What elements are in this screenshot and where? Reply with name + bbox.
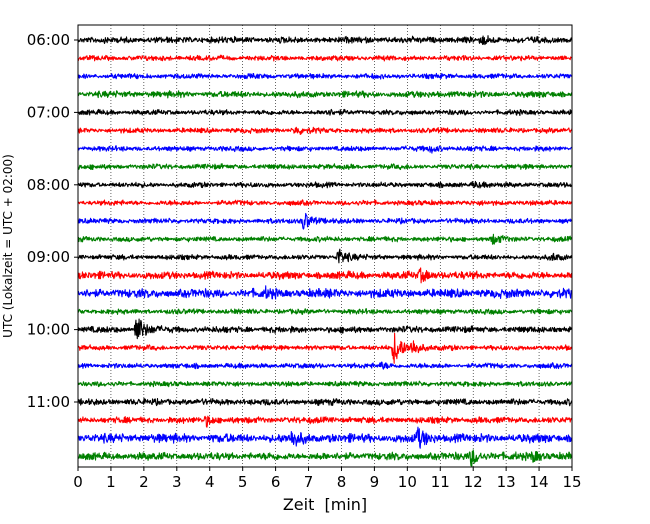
x-axis: 0 1 2 3 4 5 6 7 8 9 10 11 12 13 14 15 (73, 467, 582, 491)
x-tick-label: 1 (106, 473, 116, 491)
y-tick-label: 07:00 (27, 103, 70, 121)
x-tick-label: 14 (530, 473, 549, 491)
seismic-trace (77, 285, 573, 300)
seismic-trace (77, 35, 573, 46)
y-tick-label: 06:00 (27, 31, 70, 49)
x-tick-label: 0 (73, 473, 83, 491)
y-axis-label: UTC (Lokalzeit = UTC + 02:00) (1, 154, 15, 338)
x-tick-label: 2 (139, 473, 149, 491)
y-tick-label: 09:00 (27, 248, 70, 266)
seismic-trace (77, 449, 573, 467)
x-tick-label: 12 (464, 473, 483, 491)
x-tick-label: 5 (238, 473, 248, 491)
x-tick-label: 7 (304, 473, 314, 491)
x-tick-label: 9 (370, 473, 380, 491)
seismic-trace (77, 145, 573, 154)
seismic-trace (77, 163, 573, 171)
x-axis-label: Zeit [min] (283, 495, 367, 514)
x-tick-label: 6 (271, 473, 281, 491)
seismic-trace (77, 332, 573, 364)
seismic-trace (77, 199, 573, 207)
x-tick-label: 10 (398, 473, 417, 491)
seismic-trace (77, 126, 573, 135)
seismic-trace (77, 308, 573, 315)
seismic-trace (77, 248, 573, 264)
seismic-trace (77, 397, 573, 407)
seismic-trace (77, 426, 573, 449)
y-tick-label: 11:00 (27, 393, 70, 411)
seismic-trace (77, 318, 573, 340)
seismic-trace (77, 90, 573, 99)
seismic-trace (77, 233, 573, 245)
x-tick-label: 15 (562, 473, 581, 491)
x-tick-label: 11 (431, 473, 450, 491)
seismic-trace (77, 72, 573, 80)
seismic-trace (77, 54, 573, 62)
y-tick-label: 10:00 (27, 321, 70, 339)
x-tick-label: 8 (337, 473, 347, 491)
seismic-trace (77, 108, 573, 117)
seismic-trace (77, 380, 573, 388)
seismic-trace (77, 267, 573, 284)
x-tick-label: 4 (205, 473, 215, 491)
trace-layer (77, 35, 573, 467)
x-tick-label: 3 (172, 473, 182, 491)
plot-frame (77, 24, 573, 468)
seismic-trace (77, 180, 573, 189)
y-tick-label: 08:00 (27, 176, 70, 194)
y-axis: 06:00 07:00 08:00 09:00 10:00 11:00 (27, 31, 78, 411)
seismic-trace (77, 415, 573, 428)
x-tick-label: 13 (497, 473, 516, 491)
seismic-trace (77, 212, 573, 230)
seismic-trace (77, 361, 573, 370)
